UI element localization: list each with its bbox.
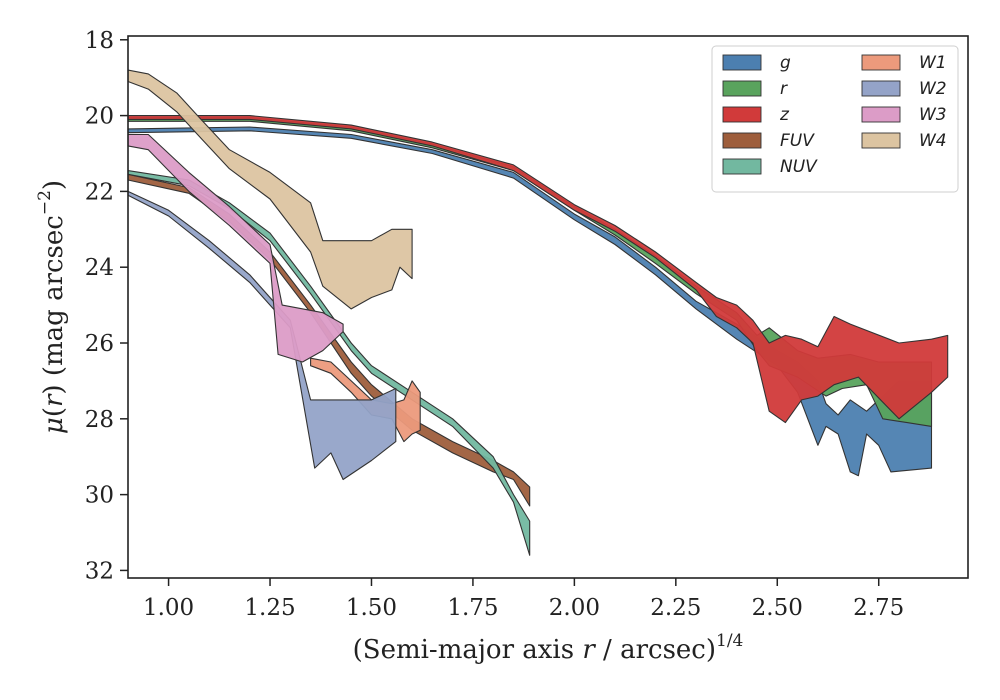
legend: grz FUV NUV W1 W2 W3 W4: [711, 45, 959, 193]
y-tick-label: 28: [85, 407, 114, 433]
legend-label-w3: W3: [919, 105, 947, 125]
legend-swatch-w4: [861, 132, 901, 149]
band-nuv: [127, 170, 531, 556]
band-g: [127, 126, 933, 477]
legend-swatch-r: [722, 80, 762, 97]
legend-swatch-w1: [861, 54, 901, 71]
legend-swatch-nuv: [722, 158, 762, 175]
legend-label-g: g: [780, 53, 791, 73]
band-w2: [127, 190, 397, 481]
legend-swatch-fuv: [722, 132, 762, 149]
legend-label-w1: W1: [919, 53, 947, 73]
x-tick-label: 2.50: [752, 595, 803, 621]
x-tick-label: 2.75: [853, 595, 904, 621]
legend-label-w2: W2: [919, 79, 947, 99]
y-axis-title: μ(r) (mag arcsec−2): [35, 180, 69, 434]
legend-swatch-w2: [861, 80, 901, 97]
plot-frame: [127, 35, 969, 579]
y-tick-label: 26: [85, 331, 114, 357]
x-tick-label: 1.00: [143, 595, 194, 621]
band-z: [127, 115, 949, 424]
legend-label-w4: W4: [919, 131, 947, 151]
y-tick-label: 18: [85, 28, 114, 54]
y-tick-label: 30: [85, 483, 114, 509]
band-w3: [127, 133, 344, 363]
legend-swatch-w3: [861, 106, 901, 123]
y-tick-label: 20: [85, 104, 114, 130]
x-tick-label: 2.00: [549, 595, 600, 621]
y-tick-label: 24: [85, 255, 114, 281]
legend-swatch-g: [722, 54, 762, 71]
y-axis-ticks: 18 20 22 24 26 28 30 32: [85, 28, 128, 584]
y-tick-label: 22: [85, 179, 114, 205]
x-tick-label: 2.25: [650, 595, 701, 621]
x-axis-title: (Semi-major axis r / arcsec)1/4: [353, 631, 744, 665]
legend-swatch-z: [722, 106, 762, 123]
x-axis-ticks: 1.00 1.25 1.50 1.75 2.00 2.25 2.50 2.75: [143, 578, 904, 621]
x-tick-label: 1.75: [447, 595, 498, 621]
band-w4: [127, 69, 413, 310]
y-tick-label: 32: [85, 558, 114, 584]
x-tick-label: 1.25: [244, 595, 295, 621]
profile-bands: [127, 69, 949, 556]
legend-label-nuv: NUV: [780, 157, 818, 177]
legend-label-z: z: [779, 105, 790, 125]
legend-label-r: r: [780, 79, 788, 99]
legend-label-fuv: FUV: [780, 131, 815, 151]
x-tick-label: 1.50: [346, 595, 397, 621]
